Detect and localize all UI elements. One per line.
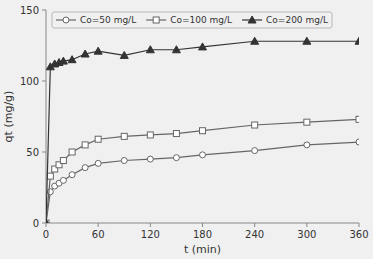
x-tick-label: 360 — [349, 229, 368, 240]
y-tick-label: 50 — [26, 147, 39, 158]
legend-label: Co=50 mg/L — [80, 15, 136, 25]
x-tick — [254, 223, 255, 227]
data-point — [46, 219, 50, 223]
legend-marker — [153, 17, 159, 23]
data-point — [147, 156, 153, 162]
data-point — [95, 160, 101, 166]
x-tick — [150, 223, 151, 227]
data-point — [146, 46, 154, 53]
legend: Co=50 mg/L Co=100 mg/L Co=200 mg/L — [52, 12, 332, 28]
data-point — [121, 158, 127, 164]
data-point — [94, 47, 102, 54]
x-tick — [98, 223, 99, 227]
series-line — [46, 119, 359, 223]
x-tick-label: 300 — [297, 229, 316, 240]
series-line — [46, 142, 359, 223]
y-tick — [42, 10, 46, 11]
data-point — [59, 57, 67, 64]
y-axis-label: qt (mg/g) — [2, 91, 15, 143]
legend-box — [52, 12, 332, 28]
plot-area — [46, 37, 359, 223]
data-point — [82, 142, 88, 148]
data-point — [69, 172, 75, 178]
data-point — [304, 119, 310, 125]
data-point — [199, 43, 207, 50]
legend-item: Co=50 mg/L — [56, 15, 136, 25]
y-tick-label: 150 — [20, 5, 39, 16]
x-tick-label: 240 — [245, 229, 264, 240]
data-point — [172, 46, 180, 53]
x-tick-label: 0 — [43, 229, 49, 240]
x-tick-label: 60 — [92, 229, 105, 240]
series-line — [46, 41, 359, 223]
data-point — [120, 51, 128, 58]
data-point — [252, 148, 258, 154]
data-point — [356, 116, 359, 122]
data-point — [173, 131, 179, 137]
chart: 0 60 120 180 240 300 360 0 50 100 150 t (min) qt (mg… — [0, 0, 373, 259]
series — [46, 139, 359, 223]
legend-item: Co=200 mg/L — [242, 15, 328, 25]
data-point — [69, 149, 75, 155]
data-point — [304, 142, 310, 148]
data-point — [251, 37, 259, 44]
data-point — [173, 155, 179, 161]
data-point — [95, 136, 101, 142]
data-point — [303, 37, 311, 44]
data-point — [60, 158, 66, 164]
data-point — [121, 133, 127, 139]
data-point — [60, 177, 66, 183]
data-point — [68, 56, 76, 63]
data-point — [355, 37, 359, 44]
data-point — [46, 220, 49, 223]
series — [46, 37, 359, 223]
legend-label: Co=100 mg/L — [170, 15, 232, 25]
data-point — [147, 132, 153, 138]
y-tick-label: 0 — [33, 218, 39, 229]
y-tick — [42, 152, 46, 153]
data-point — [356, 139, 359, 145]
series — [46, 116, 359, 223]
x-tick — [46, 223, 47, 227]
x-tick-label: 120 — [141, 229, 160, 240]
x-tick — [306, 223, 307, 227]
y-tick-label: 100 — [20, 76, 39, 87]
x-axis-label: t (min) — [184, 243, 221, 256]
x-tick-label: 180 — [193, 229, 212, 240]
legend-marker — [248, 16, 256, 23]
data-point — [81, 50, 89, 57]
data-point — [200, 128, 206, 134]
y-tick — [42, 81, 46, 82]
legend-marker — [63, 17, 69, 23]
data-point — [200, 152, 206, 158]
background — [0, 0, 373, 259]
data-point — [252, 122, 258, 128]
x-tick — [359, 223, 360, 227]
x-tick — [202, 223, 203, 227]
y-tick — [42, 223, 46, 224]
legend-label: Co=200 mg/L — [266, 15, 328, 25]
data-point — [47, 173, 53, 179]
data-point — [82, 165, 88, 171]
data-point — [46, 220, 49, 223]
legend-item: Co=100 mg/L — [146, 15, 232, 25]
